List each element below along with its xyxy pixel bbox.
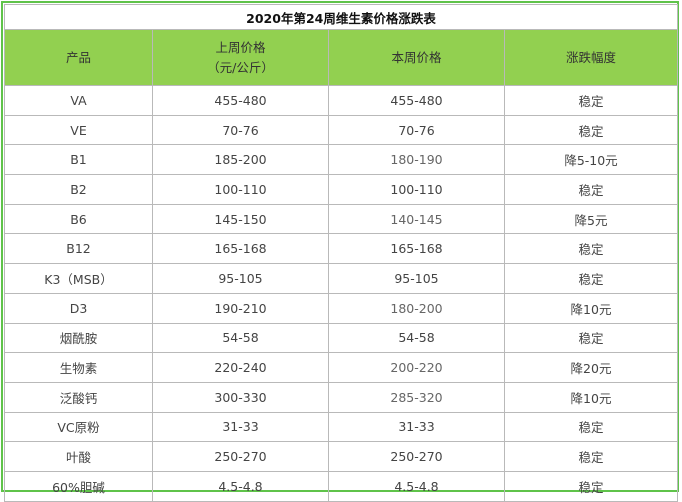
cell-last: 185-200: [152, 144, 329, 176]
cell-product: VE: [4, 114, 153, 146]
cell-product: VA: [4, 85, 153, 116]
price-table: 2020年第24周维生素价格涨跌表 产品 上周价格 （元/公斤） 本周价格 涨跌…: [4, 4, 678, 502]
cell-change: 稳定: [504, 470, 678, 502]
table-row: 叶酸 250-270 250-270 稳定: [4, 441, 678, 472]
cell-this: 250-270: [328, 441, 505, 472]
cell-this: 200-220: [328, 352, 505, 383]
cell-change: 降5元: [504, 203, 678, 235]
cell-change: 稳定: [504, 441, 678, 472]
table-row: 60%胆碱 4.5-4.8 4.5-4.8 稳定: [4, 470, 678, 502]
cell-change: 降10元: [504, 292, 678, 324]
title-row: 2020年第24周维生素价格涨跌表: [4, 4, 678, 30]
table-row: B2 100-110 100-110 稳定: [4, 174, 678, 205]
cell-product: B12: [4, 233, 153, 265]
cell-this: 455-480: [328, 85, 505, 116]
cell-change: 稳定: [504, 174, 678, 205]
cell-change: 稳定: [504, 85, 678, 116]
cell-this: 285-320: [328, 381, 505, 413]
table-row: VC原粉 31-33 31-33 稳定: [4, 411, 678, 443]
table-row: VE 70-76 70-76 稳定: [4, 114, 678, 146]
cell-product: B2: [4, 174, 153, 205]
cell-change: 降10元: [504, 381, 678, 413]
header-product: 产品: [4, 29, 153, 86]
cell-last: 250-270: [152, 441, 329, 472]
cell-change: 稳定: [504, 322, 678, 354]
cell-this: 31-33: [328, 411, 505, 443]
table-row: 生物素 220-240 200-220 降20元: [4, 352, 678, 383]
header-row: 产品 上周价格 （元/公斤） 本周价格 涨跌幅度: [4, 29, 678, 86]
cell-product: 60%胆碱: [4, 470, 153, 502]
cell-change: 稳定: [504, 233, 678, 265]
cell-last: 145-150: [152, 203, 329, 235]
cell-product: B6: [4, 203, 153, 235]
table-row: D3 190-210 180-200 降10元: [4, 292, 678, 324]
header-last-week-line1: 上周价格: [215, 39, 266, 55]
header-last-week-line2: （元/公斤）: [207, 59, 274, 75]
cell-last: 4.5-4.8: [152, 470, 329, 502]
header-this-week: 本周价格: [328, 29, 505, 86]
header-change: 涨跌幅度: [504, 29, 678, 86]
table-row: B6 145-150 140-145 降5元: [4, 203, 678, 235]
cell-last: 190-210: [152, 292, 329, 324]
cell-this: 4.5-4.8: [328, 470, 505, 502]
cell-last: 70-76: [152, 114, 329, 146]
cell-this: 95-105: [328, 263, 505, 294]
cell-change: 降5-10元: [504, 144, 678, 176]
cell-product: D3: [4, 292, 153, 324]
cell-last: 31-33: [152, 411, 329, 443]
table-title: 2020年第24周维生素价格涨跌表: [4, 4, 678, 30]
cell-this: 180-190: [328, 144, 505, 176]
table-row: VA 455-480 455-480 稳定: [4, 85, 678, 116]
cell-last: 95-105: [152, 263, 329, 294]
cell-this: 70-76: [328, 114, 505, 146]
cell-last: 300-330: [152, 381, 329, 413]
cell-product: 叶酸: [4, 441, 153, 472]
cell-last: 54-58: [152, 322, 329, 354]
cell-this: 100-110: [328, 174, 505, 205]
cell-product: 泛酸钙: [4, 381, 153, 413]
cell-product: VC原粉: [4, 411, 153, 443]
table-row: 泛酸钙 300-330 285-320 降10元: [4, 381, 678, 413]
cell-last: 165-168: [152, 233, 329, 265]
table-row: B1 185-200 180-190 降5-10元: [4, 144, 678, 176]
cell-this: 140-145: [328, 203, 505, 235]
cell-change: 降20元: [504, 352, 678, 383]
table-row: B12 165-168 165-168 稳定: [4, 233, 678, 265]
cell-this: 165-168: [328, 233, 505, 265]
cell-change: 稳定: [504, 263, 678, 294]
cell-this: 54-58: [328, 322, 505, 354]
table-row: 烟酰胺 54-58 54-58 稳定: [4, 322, 678, 354]
cell-product: B1: [4, 144, 153, 176]
cell-product: 烟酰胺: [4, 322, 153, 354]
cell-product: 生物素: [4, 352, 153, 383]
cell-change: 稳定: [504, 114, 678, 146]
cell-this: 180-200: [328, 292, 505, 324]
cell-product: K3（MSB）: [4, 263, 153, 294]
cell-last: 455-480: [152, 85, 329, 116]
cell-last: 100-110: [152, 174, 329, 205]
header-last-week: 上周价格 （元/公斤）: [152, 29, 329, 86]
cell-last: 220-240: [152, 352, 329, 383]
table-row: K3（MSB） 95-105 95-105 稳定: [4, 263, 678, 294]
cell-change: 稳定: [504, 411, 678, 443]
